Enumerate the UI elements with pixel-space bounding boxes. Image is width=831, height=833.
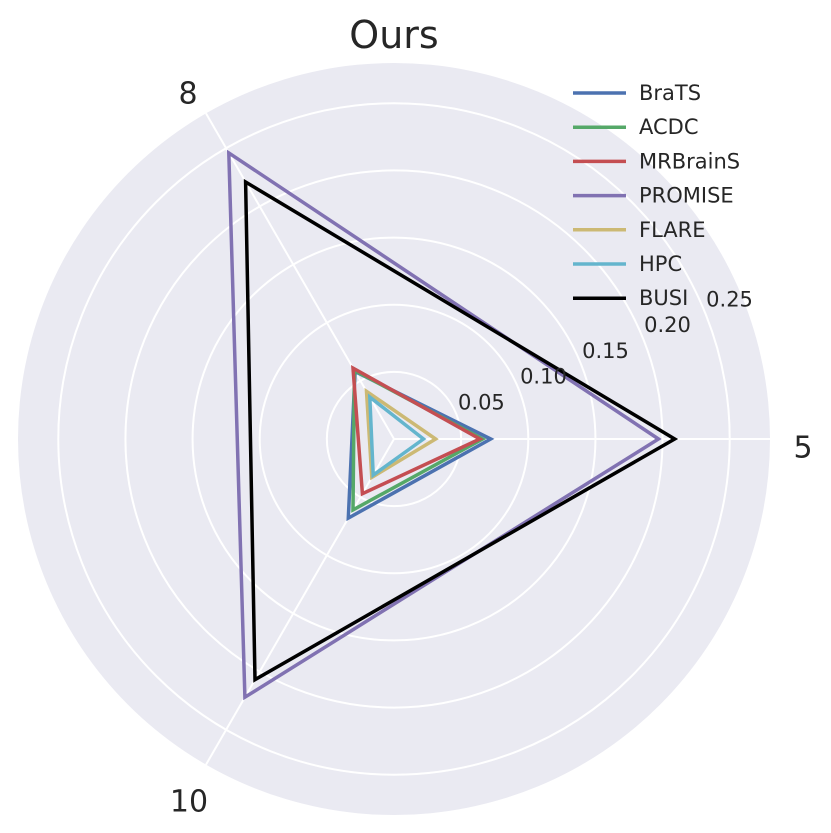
series-flare-line xyxy=(364,387,439,481)
series-busi-line xyxy=(243,178,679,683)
series-mrbrains-line xyxy=(351,364,484,497)
series-layer xyxy=(226,149,679,701)
legend-label-promise: PROMISE xyxy=(639,184,734,208)
chart-title: Ours xyxy=(349,13,438,57)
rtick-label: 0.20 xyxy=(644,313,691,337)
rtick-label: 0.05 xyxy=(458,390,505,414)
rtick-label: 0.10 xyxy=(520,365,567,389)
legend-label-flare: FLARE xyxy=(639,218,706,242)
grid-spoke-1 xyxy=(205,112,395,440)
legend-label-mrbrains: MRBrainS xyxy=(639,149,740,173)
tick-labels: 0.05 0.10 0.15 0.20 0.25 xyxy=(458,288,753,415)
legend-label-brats: BraTS xyxy=(639,81,701,105)
axis-label-5: 5 xyxy=(793,431,812,466)
rtick-label: 0.15 xyxy=(582,339,629,363)
axis-label-8: 8 xyxy=(178,77,197,112)
legend-label-hpc: HPC xyxy=(639,252,682,276)
rtick-label: 0.25 xyxy=(706,288,753,312)
legend: BraTS ACDC MRBrainS PROMISE FLARE HPC BUSI xyxy=(573,81,740,310)
legend-label-acdc: ACDC xyxy=(639,115,699,139)
legend-label-busi: BUSI xyxy=(639,286,688,310)
axis-label-10: 10 xyxy=(170,785,208,820)
series-hpc-line xyxy=(367,393,427,479)
axis-labels: 5 8 10 xyxy=(170,77,813,820)
